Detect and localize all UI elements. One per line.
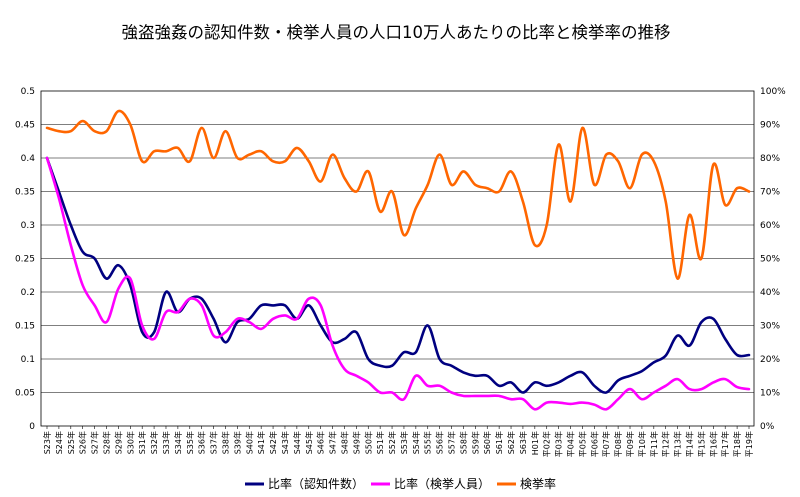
y-left-tick-label: 0.2 [21,288,35,298]
x-tick-label: S41年 [256,431,266,454]
x-tick-label: S26年 [78,431,88,454]
legend: 比率（認知件数） 比率（検挙人員） 検挙率 [245,476,556,491]
x-tick-label: S61年 [494,431,504,454]
x-axis-ticks: S23年 S24年 S25年 S26年 S27年 S28年 S29年 S30年 S31年 S32年… [42,426,754,457]
x-tick-label: 平19年 [744,431,754,457]
x-tick-label: S46年 [316,431,326,454]
x-tick-label: 平17年 [720,431,730,457]
y-left-tick-label: 0.05 [15,389,35,399]
x-tick-label: 平02年 [542,431,552,457]
x-tick-label: 平09年 [625,431,635,457]
x-tick-label: S58年 [458,431,468,454]
x-tick-label: S33年 [161,431,171,454]
x-tick-label: 平10年 [637,431,647,457]
x-tick-label: S47年 [328,431,338,454]
x-tick-label: 平03年 [554,431,564,457]
y-left-tick-label: 0.5 [21,87,35,97]
x-tick-label: 平04年 [566,431,576,457]
y-right-tick-label: 50% [760,255,780,265]
y-left-tick-label: 0.35 [15,188,35,198]
legend-label-clearance: 検挙率 [520,476,556,491]
y-left-tick-label: 0.1 [21,355,35,365]
x-tick-label: S37年 [209,431,219,454]
series-line-clearance [45,109,751,280]
y-right-tick-label: 60% [760,221,780,231]
x-tick-label: S60年 [482,431,492,454]
x-tick-label: 平16年 [708,431,718,457]
x-tick-label: 平05年 [577,431,587,457]
x-tick-label: S38年 [220,431,230,454]
y-right-tick-label: 70% [760,188,780,198]
x-tick-label: S55年 [423,431,433,454]
x-tick-label: 平06年 [589,431,599,457]
y-right-tick-label: 100% [760,87,786,97]
series-line-cases [45,156,751,394]
x-tick-label: S53年 [399,431,409,454]
y-left-tick-label: 0.25 [15,255,35,265]
y-left-tick-label: 0.4 [21,154,36,164]
y-left-tick-label: 0.45 [15,121,35,131]
x-tick-label: 平14年 [685,431,695,457]
y-left-tick-label: 0.15 [15,322,35,332]
x-tick-label: S56年 [435,431,445,454]
x-tick-label: S27年 [90,431,100,454]
left-axis-ticks: 0 0.05 0.1 0.15 0.2 0.25 0.3 0.35 0.4 0.45 0.5 [15,87,35,432]
x-tick-label: S24年 [54,431,64,454]
x-tick-label: S28年 [101,431,111,454]
x-tick-label: S52年 [387,431,397,454]
y-right-tick-label: 10% [760,389,780,399]
y-left-tick-label: 0.3 [21,221,35,231]
x-tick-label: S32年 [149,431,159,454]
x-tick-label: 平13年 [673,431,683,457]
x-tick-label: S39年 [232,431,242,454]
x-tick-label: H01年 [530,431,540,455]
gridlines [41,124,754,393]
x-tick-label: S34年 [173,431,183,454]
x-tick-label: S40年 [244,431,254,454]
x-tick-label: S31年 [137,431,147,454]
y-right-tick-label: 20% [760,355,780,365]
x-tick-label: 平18年 [732,431,742,457]
x-tick-label: 平12年 [661,431,671,457]
x-tick-label: S45年 [304,431,314,454]
y-right-tick-label: 40% [760,288,780,298]
x-tick-label: 平15年 [696,431,706,457]
legend-label-arrested: 比率（検挙人員） [394,476,490,491]
x-tick-label: S29年 [113,431,123,454]
x-tick-label: S49年 [351,431,361,454]
x-tick-label: S25年 [66,431,76,454]
x-tick-label: 平07年 [601,431,611,457]
x-tick-label: S42年 [268,431,278,454]
y-right-tick-label: 30% [760,322,780,332]
x-tick-label: S44年 [292,431,302,454]
series-lines [45,109,751,411]
x-tick-label: S43年 [280,431,290,454]
x-tick-label: S54年 [411,431,421,454]
x-tick-label: S51年 [375,431,385,454]
x-tick-label: S62年 [506,431,516,454]
y-left-tick-label: 0 [29,422,35,432]
y-right-tick-label: 90% [760,121,780,131]
x-tick-label: S59年 [470,431,480,454]
x-tick-label: S23年 [42,431,52,454]
y-right-tick-label: 0% [760,422,775,432]
chart-title: 強盗強姦の認知件数・検挙人員の人口10万人あたりの比率と検挙率の推移 [122,23,671,42]
x-tick-label: S48年 [339,431,349,454]
x-tick-label: S57年 [447,431,457,454]
right-axis-ticks: 0% 10% 20% 30% 40% 50% 60% 70% 80% 90% 100% [760,87,786,432]
x-tick-label: S35年 [185,431,195,454]
x-tick-label: S30年 [125,431,135,454]
y-right-tick-label: 80% [760,154,780,164]
x-tick-label: 平08年 [613,431,623,457]
x-tick-label: 平11年 [649,431,659,457]
x-tick-label: S36年 [197,431,207,454]
series-line-arrested [45,156,751,411]
x-tick-label: S50年 [363,431,373,454]
legend-label-cases: 比率（認知件数） [268,476,364,491]
x-tick-label: S63年 [518,431,528,454]
